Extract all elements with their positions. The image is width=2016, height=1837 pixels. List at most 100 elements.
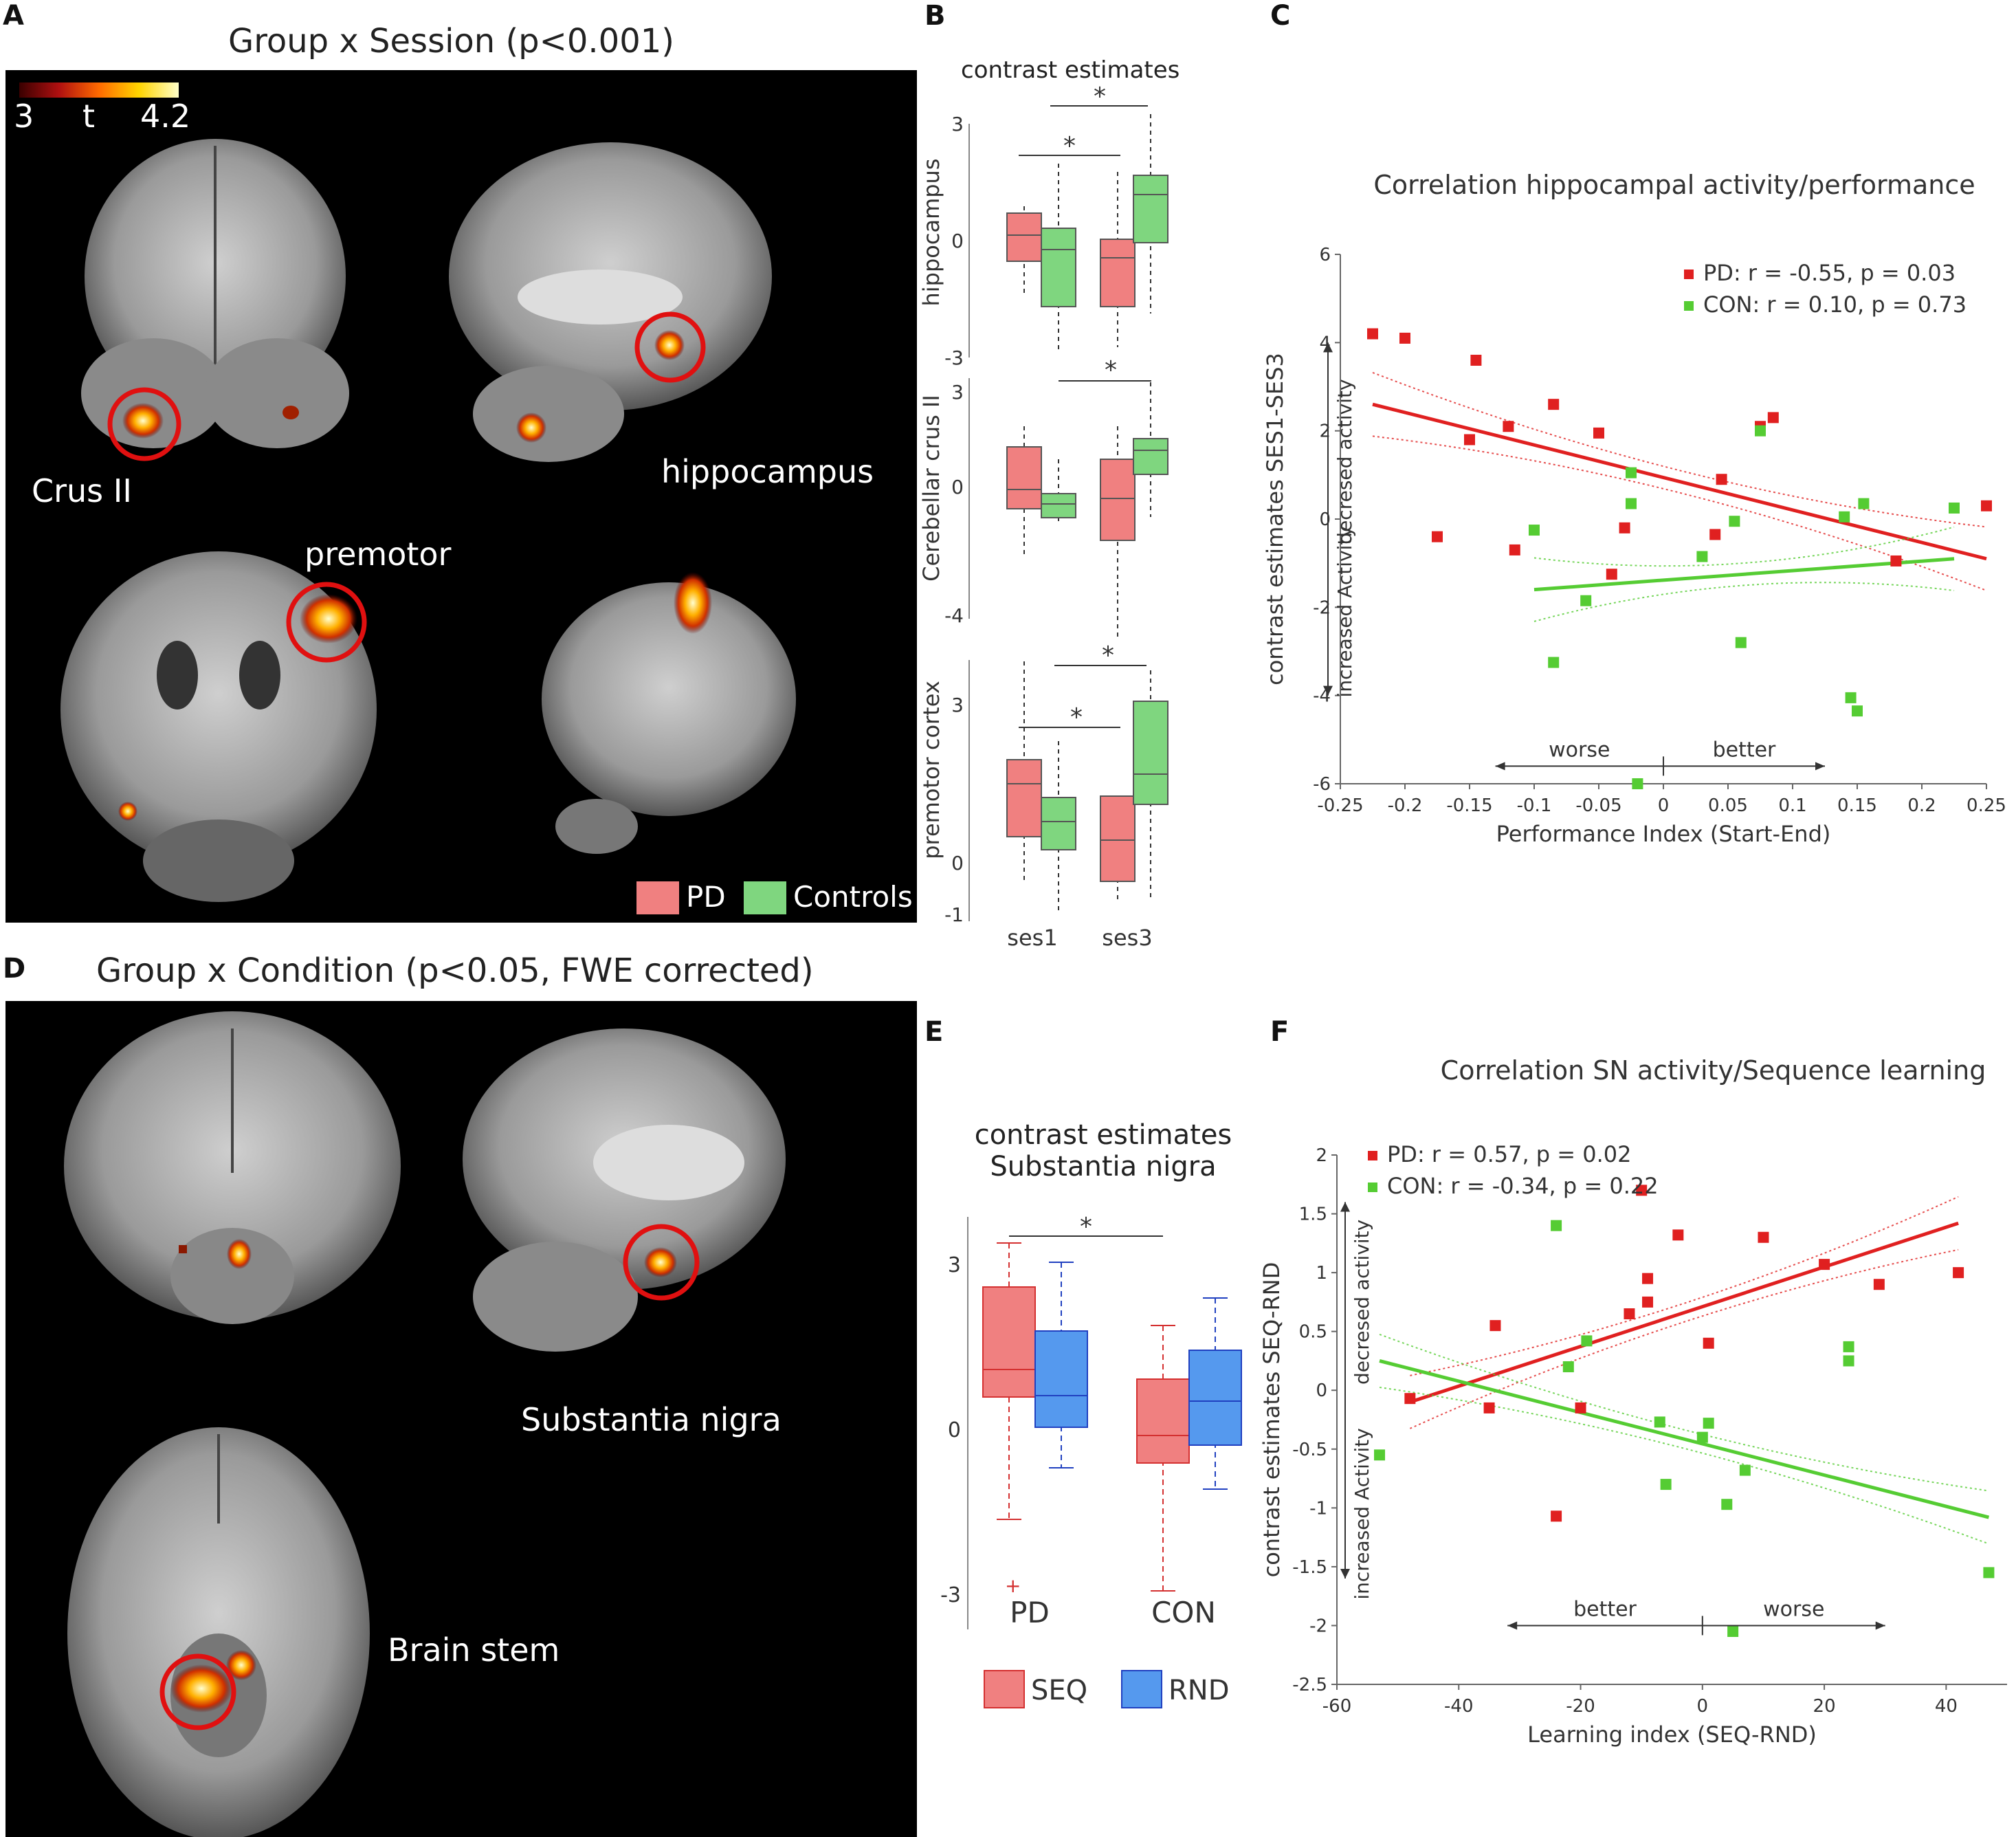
- session-label-ses1: ses1: [1007, 925, 1057, 951]
- legend-marker-pd: [1368, 1151, 1377, 1160]
- x-tick-label: -40: [1444, 1696, 1473, 1717]
- panel-e-title-line1: contrast estimates: [974, 1119, 1232, 1151]
- axial-brain: [67, 1427, 370, 1837]
- point-pd: [1716, 474, 1727, 485]
- coronal-brain-2: [60, 551, 377, 902]
- legend-controls-label: Controls: [793, 880, 913, 914]
- sagittal-brain-3: [463, 1028, 786, 1352]
- y-tick-label: 0.5: [1299, 1322, 1327, 1343]
- y-tick-label: -2: [1309, 1616, 1327, 1636]
- tick-pre-3: 3: [951, 694, 964, 716]
- tick-e-0: 0: [948, 1418, 961, 1442]
- x-tick-label: 0.05: [1708, 795, 1748, 816]
- point-pd: [1642, 1296, 1654, 1308]
- premotor-activation: [300, 594, 357, 644]
- crus-circle: [107, 387, 181, 461]
- annotation-increased: increased Activity: [1333, 526, 1356, 697]
- ylabel-premotor: premotor cortex: [918, 681, 944, 859]
- activity-arrow-up: [1323, 342, 1333, 353]
- point-pd: [1642, 1273, 1654, 1284]
- legend-rnd-swatch: [1121, 1670, 1162, 1708]
- confidence-band-pd-lower: [1409, 1248, 1959, 1429]
- svg-text:+: +: [1005, 1574, 1021, 1597]
- activity-arrow-down: [1340, 1569, 1350, 1578]
- x-tick-label: 0: [1697, 1696, 1709, 1717]
- legend-seq-label: SEQ: [1031, 1675, 1087, 1706]
- point-pd: [1399, 332, 1410, 344]
- y-tick-label: 1.5: [1299, 1204, 1327, 1225]
- panel-a-title: Group x Session (p<0.001): [228, 22, 675, 60]
- point-con: [1729, 516, 1740, 527]
- point-con: [1374, 1449, 1386, 1461]
- point-pd: [1551, 1510, 1562, 1522]
- x-tick-label: 0.1: [1778, 795, 1806, 816]
- point-con: [1660, 1479, 1672, 1490]
- point-con: [1548, 657, 1560, 668]
- panel-d-brain-svg: Substantia nigra Brain stem: [64, 1011, 786, 1837]
- x-tick-label: -0.1: [1517, 795, 1552, 816]
- label-premotor: premotor: [304, 536, 452, 573]
- legend-seq-swatch: [984, 1670, 1025, 1708]
- ylabel-hippocampus: hippocampus: [918, 158, 944, 306]
- point-con: [1626, 498, 1637, 509]
- direction-arrow-right: [1875, 1621, 1885, 1630]
- box-con-seq: [1136, 1325, 1190, 1592]
- x-axis-label: Learning index (SEQ-RND): [1527, 1722, 1817, 1748]
- coronal-sn-activation: [227, 1239, 252, 1269]
- panel-a-letter: A: [3, 0, 24, 32]
- point-pd: [1367, 328, 1378, 340]
- x-tick-label: 20: [1813, 1696, 1836, 1717]
- point-pd: [1509, 544, 1520, 556]
- temporal-activation: [118, 802, 137, 821]
- chart-title: Correlation SN activity/Sequence learnin…: [1441, 1055, 1986, 1086]
- sig-star-hip-1: *: [1063, 132, 1076, 160]
- point-con: [1581, 1335, 1593, 1347]
- legend-pd-swatch: [636, 881, 679, 914]
- direction-right-label: worse: [1763, 1597, 1824, 1621]
- tick-cer-3: 3: [951, 381, 964, 404]
- x-tick-label: 0.25: [1967, 795, 2006, 816]
- crus-activation-minor: [283, 406, 299, 419]
- point-pd: [1624, 1308, 1635, 1319]
- point-con: [1529, 525, 1540, 536]
- point-pd: [1953, 1267, 1964, 1279]
- tick-cer-0: 0: [951, 476, 964, 498]
- y-tick-label: -0.5: [1292, 1440, 1327, 1460]
- confidence-band-con-upper: [1379, 1334, 1989, 1492]
- sig-star-pre-2: *: [1102, 641, 1114, 670]
- box-cer-pd-ses3: [1100, 426, 1136, 639]
- brainstem-circle: [159, 1653, 236, 1730]
- box-cer-con-ses3: [1133, 382, 1168, 517]
- crus-activation: [122, 403, 164, 439]
- point-con: [1852, 705, 1863, 717]
- point-pd: [1819, 1259, 1830, 1270]
- direction-left-label: better: [1573, 1597, 1637, 1621]
- y-tick-label: 0: [1316, 1380, 1327, 1401]
- panel-f-chart: Correlation SN activity/Sequence learnin…: [1259, 1055, 2007, 1748]
- point-con: [1696, 551, 1708, 562]
- panel-e-letter: E: [924, 1016, 944, 1048]
- label-hippocampus: hippocampus: [661, 453, 874, 490]
- box-hip-pd-ses1: [1006, 206, 1042, 297]
- point-con: [1703, 1418, 1714, 1429]
- point-pd: [1548, 399, 1560, 410]
- point-pd: [1483, 1402, 1495, 1414]
- panel-f-letter: F: [1270, 1016, 1289, 1048]
- point-con: [1845, 692, 1857, 703]
- x-tick-label: -0.25: [1317, 795, 1363, 816]
- point-pd: [1758, 1231, 1769, 1243]
- panel-d-letter: D: [3, 953, 26, 984]
- activity-arrow-up: [1340, 1202, 1350, 1212]
- box-pd-rnd: [1034, 1262, 1088, 1468]
- legend-rnd-label: RND: [1168, 1675, 1230, 1706]
- chart-title: Correlation hippocampal activity/perform…: [1373, 170, 1975, 200]
- point-con: [1843, 1355, 1854, 1367]
- legend-marker-con: [1368, 1182, 1377, 1192]
- x-tick-label: 40: [1935, 1696, 1958, 1717]
- box-pre-con-ses1: [1041, 741, 1076, 914]
- tick-e-3: 3: [948, 1253, 961, 1277]
- y-axis-label: contrast estimates SEQ-RND: [1259, 1262, 1285, 1578]
- point-con: [1562, 1361, 1574, 1372]
- legend-marker-pd: [1684, 270, 1694, 279]
- confidence-band-pd-lower: [1372, 435, 1987, 591]
